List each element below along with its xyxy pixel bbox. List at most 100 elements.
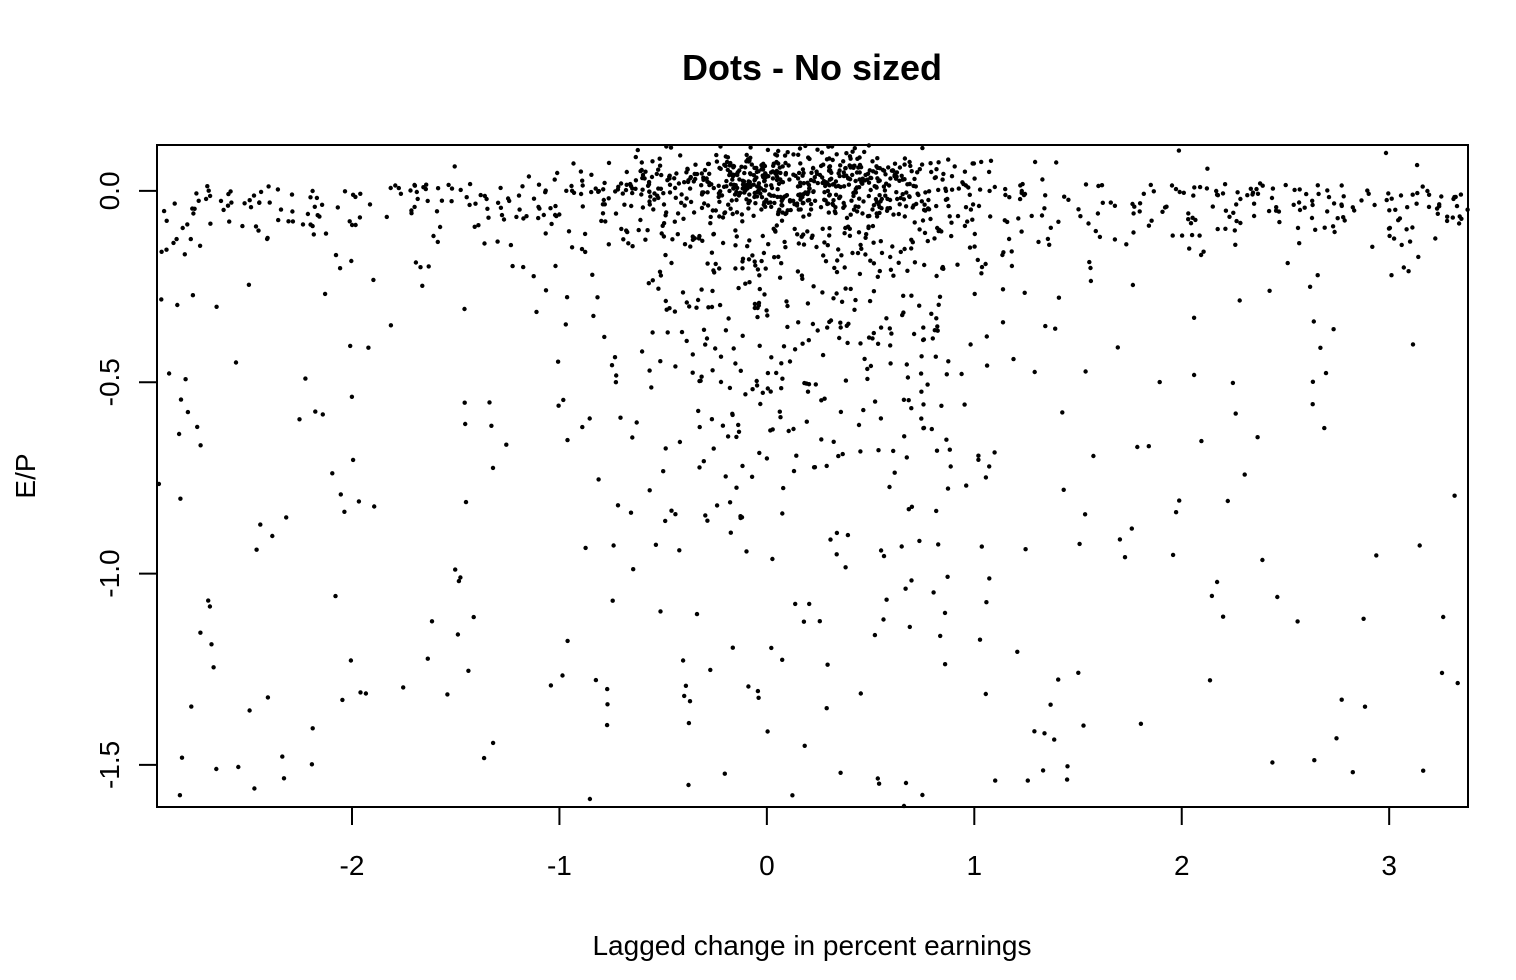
data-point bbox=[725, 434, 731, 439]
data-point bbox=[1339, 203, 1345, 209]
data-point bbox=[825, 181, 830, 186]
data-point bbox=[1310, 198, 1315, 203]
data-point bbox=[1242, 472, 1247, 477]
data-point bbox=[779, 386, 784, 391]
data-point bbox=[564, 295, 570, 300]
data-point bbox=[720, 240, 726, 246]
data-point bbox=[728, 206, 733, 211]
data-point bbox=[722, 210, 728, 215]
data-point bbox=[634, 420, 639, 425]
data-point bbox=[821, 162, 826, 167]
data-point bbox=[929, 311, 934, 316]
data-point bbox=[814, 169, 819, 174]
data-point bbox=[1062, 194, 1067, 199]
data-point bbox=[910, 205, 915, 210]
data-point bbox=[700, 190, 705, 195]
data-point bbox=[858, 691, 863, 696]
data-point bbox=[1325, 188, 1330, 193]
data-point bbox=[807, 186, 812, 191]
data-point bbox=[785, 324, 790, 330]
data-point bbox=[768, 428, 773, 433]
data-point bbox=[699, 183, 704, 188]
data-point bbox=[1173, 510, 1179, 515]
data-point bbox=[987, 464, 992, 469]
data-point bbox=[862, 178, 867, 183]
data-point bbox=[934, 273, 939, 279]
data-point bbox=[791, 468, 797, 474]
data-point bbox=[887, 484, 892, 490]
data-point bbox=[921, 325, 926, 330]
data-point bbox=[1081, 723, 1086, 728]
data-point bbox=[1137, 209, 1142, 214]
data-point bbox=[802, 743, 807, 748]
data-point bbox=[297, 417, 302, 422]
data-point bbox=[723, 328, 729, 333]
data-point bbox=[1389, 273, 1394, 278]
data-point bbox=[811, 465, 817, 470]
data-point bbox=[203, 196, 209, 202]
data-point bbox=[711, 446, 716, 451]
data-point bbox=[699, 171, 704, 176]
data-point bbox=[831, 296, 836, 301]
data-point bbox=[1441, 614, 1446, 620]
data-point bbox=[823, 259, 829, 264]
data-point bbox=[408, 188, 413, 193]
data-point bbox=[947, 447, 952, 452]
data-point bbox=[1187, 246, 1192, 251]
data-point bbox=[176, 431, 182, 437]
data-point bbox=[885, 206, 890, 211]
data-point bbox=[744, 197, 749, 202]
data-point bbox=[247, 198, 252, 203]
data-point bbox=[805, 301, 811, 306]
data-point bbox=[724, 159, 730, 165]
data-point bbox=[748, 145, 753, 150]
data-point bbox=[646, 182, 652, 187]
data-point bbox=[733, 172, 739, 177]
data-point bbox=[871, 203, 877, 208]
data-point bbox=[760, 233, 765, 239]
data-point bbox=[904, 190, 909, 195]
data-point bbox=[311, 232, 316, 237]
data-point bbox=[801, 170, 806, 176]
data-point bbox=[906, 398, 911, 403]
data-point bbox=[675, 211, 681, 216]
data-point bbox=[714, 503, 720, 508]
data-point bbox=[1170, 552, 1176, 558]
data-point bbox=[810, 165, 816, 171]
data-point bbox=[661, 202, 667, 207]
data-point bbox=[833, 179, 839, 184]
data-point bbox=[605, 702, 610, 707]
data-point bbox=[541, 212, 546, 218]
data-point bbox=[1078, 214, 1083, 219]
data-point bbox=[463, 421, 468, 427]
data-point bbox=[207, 193, 213, 199]
data-point bbox=[1130, 282, 1136, 288]
data-point bbox=[810, 321, 816, 327]
data-point bbox=[688, 244, 693, 249]
data-point bbox=[859, 246, 864, 251]
data-point bbox=[670, 237, 675, 242]
data-point bbox=[759, 163, 764, 168]
data-point bbox=[1043, 323, 1048, 329]
data-point bbox=[1386, 226, 1392, 231]
data-point bbox=[755, 305, 760, 311]
data-point bbox=[1000, 287, 1006, 292]
data-point bbox=[1310, 402, 1315, 407]
data-point bbox=[896, 260, 901, 265]
data-point bbox=[852, 146, 857, 151]
data-point bbox=[825, 243, 830, 248]
data-point bbox=[919, 354, 924, 359]
data-point bbox=[164, 218, 169, 223]
data-point bbox=[834, 152, 839, 157]
data-point bbox=[964, 483, 969, 488]
data-point bbox=[825, 188, 831, 194]
data-point bbox=[555, 170, 560, 176]
data-point bbox=[751, 182, 756, 187]
data-point bbox=[878, 548, 884, 553]
data-point bbox=[1339, 697, 1344, 702]
data-point bbox=[437, 224, 443, 230]
data-point bbox=[629, 203, 634, 209]
data-point bbox=[993, 778, 998, 783]
data-point bbox=[796, 170, 802, 176]
data-point bbox=[967, 245, 973, 250]
